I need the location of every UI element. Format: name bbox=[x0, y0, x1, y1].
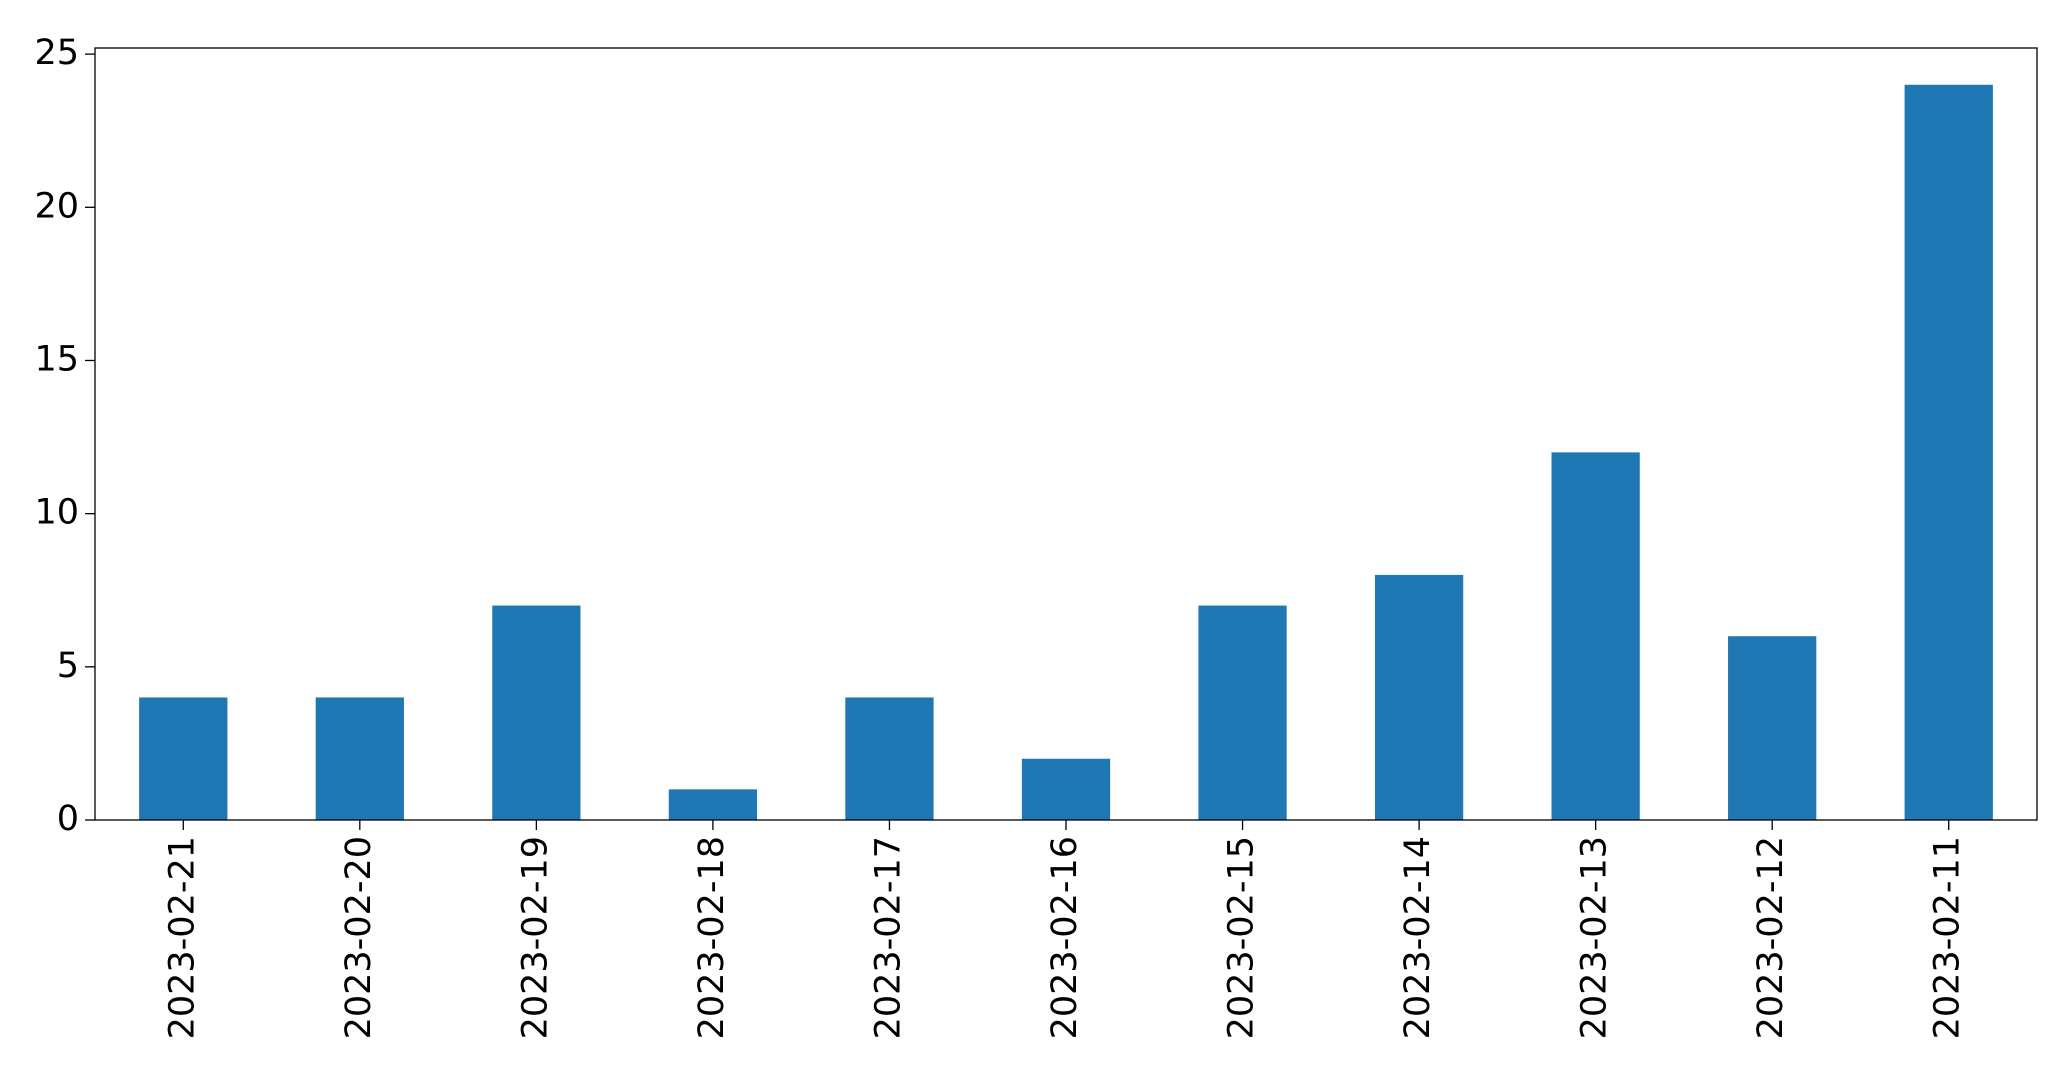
x-tick-label: 2023-02-18 bbox=[692, 836, 732, 1039]
x-tick-label: 2023-02-12 bbox=[1751, 836, 1791, 1039]
bar bbox=[1198, 605, 1287, 820]
bar bbox=[139, 697, 228, 820]
y-tick-label: 20 bbox=[34, 186, 79, 226]
bar bbox=[1904, 84, 1993, 820]
x-tick-label: 2023-02-13 bbox=[1575, 836, 1615, 1039]
plot-frame bbox=[94, 47, 2038, 821]
bar bbox=[1551, 452, 1640, 820]
bar bbox=[845, 697, 934, 820]
y-tick-label: 25 bbox=[34, 33, 79, 73]
y-tick-label: 15 bbox=[34, 339, 79, 379]
x-tick-label: 2023-02-20 bbox=[339, 836, 379, 1039]
x-tick-label: 2023-02-19 bbox=[515, 836, 555, 1039]
y-tick-label: 0 bbox=[57, 799, 79, 839]
x-tick-label: 2023-02-17 bbox=[868, 836, 908, 1039]
bar bbox=[1728, 636, 1817, 820]
bar bbox=[315, 697, 404, 820]
bar bbox=[1374, 574, 1464, 820]
x-tick-label: 2023-02-14 bbox=[1398, 836, 1438, 1039]
bar bbox=[492, 605, 581, 820]
y-tick-label: 5 bbox=[57, 646, 79, 686]
bar bbox=[1021, 758, 1111, 820]
x-tick-label: 2023-02-15 bbox=[1222, 836, 1262, 1039]
x-tick-label: 2023-02-21 bbox=[162, 836, 202, 1039]
y-tick-label: 10 bbox=[34, 493, 79, 533]
x-tick-label: 2023-02-11 bbox=[1928, 836, 1968, 1039]
x-tick-label: 2023-02-16 bbox=[1045, 836, 1085, 1039]
bar bbox=[668, 789, 758, 820]
